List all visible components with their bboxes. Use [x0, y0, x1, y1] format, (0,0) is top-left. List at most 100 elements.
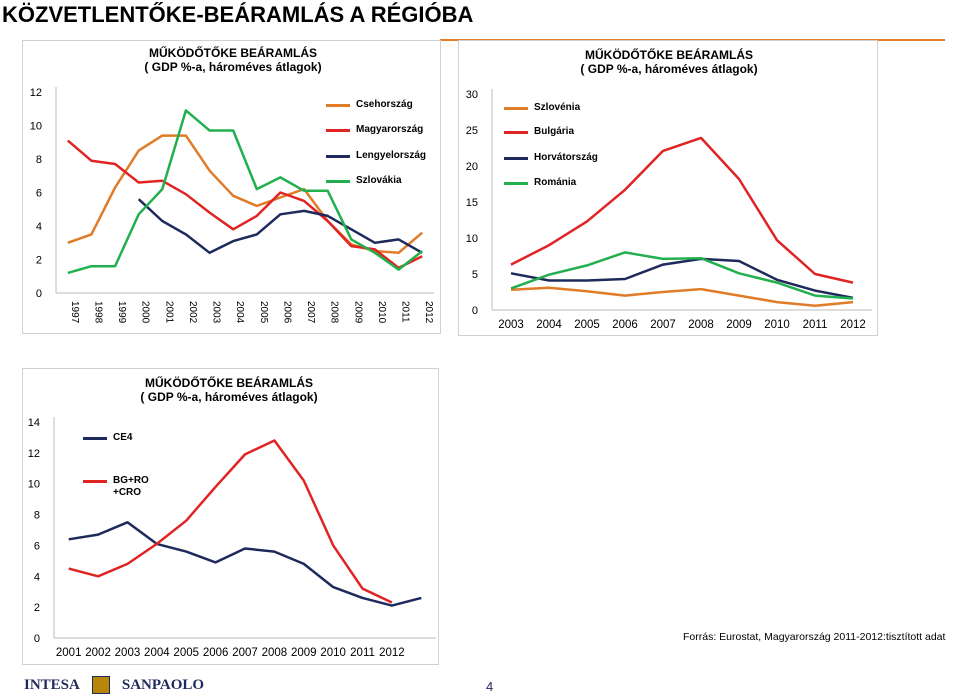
legend-swatch: [326, 180, 350, 183]
legend-label: BG+RO +CRO: [113, 475, 149, 498]
legend-swatch: [83, 480, 107, 483]
legend-swatch: [326, 104, 350, 107]
y-tick-label: 2: [34, 602, 40, 614]
x-tick-label: 1998: [92, 301, 103, 324]
x-tick-label: 2005: [574, 319, 600, 331]
x-tick-label: 1999: [116, 301, 127, 324]
legend-label: Bulgária: [534, 126, 575, 137]
x-tick-label: 2011: [350, 647, 375, 659]
y-tick-label: 10: [466, 233, 478, 245]
y-tick-label: 25: [466, 125, 478, 137]
legend-entry: CE4: [83, 432, 159, 444]
legend-entry: Szlovénia: [504, 102, 614, 114]
logo-icon: [91, 676, 110, 694]
slide-title: KÖZVETLENTŐKE-BEÁRAMLÁS A RÉGIÓBA: [2, 2, 474, 27]
legend-swatch: [504, 131, 528, 134]
x-tick-label: 2006: [281, 301, 292, 324]
legend-swatch: [326, 155, 350, 158]
legend-label: Szlovénia: [534, 102, 581, 113]
page-number: 4: [486, 679, 494, 694]
x-tick-label: 2005: [173, 647, 199, 659]
x-tick-label: 2009: [291, 647, 317, 659]
legend-label: Horvátország: [534, 152, 598, 163]
x-tick-label: 2004: [234, 301, 245, 324]
x-tick-label: 2012: [840, 319, 866, 331]
x-tick-label: 2012: [423, 301, 434, 324]
x-tick-label: 2003: [115, 647, 141, 659]
x-tick-label: 2008: [262, 647, 288, 659]
y-tick-label: 8: [36, 154, 42, 166]
y-tick-label: 20: [466, 161, 478, 173]
chart: MŰKÖDŐTŐKE BEÁRAMLÁS( GDP %-a, hároméves…: [30, 45, 434, 324]
legend-swatch: [83, 437, 107, 440]
series-line: [67, 109, 423, 275]
legend-entry: Magyarország: [326, 124, 436, 136]
y-tick-label: 10: [30, 121, 42, 133]
y-tick-label: 12: [28, 448, 40, 460]
x-tick-label: 2008: [329, 301, 340, 324]
y-tick-label: 12: [30, 87, 42, 99]
y-tick-label: 10: [28, 479, 40, 491]
legend-label: CE4: [113, 432, 133, 443]
y-tick-label: 2: [36, 255, 42, 267]
x-tick-label: 2003: [498, 319, 524, 331]
chart-panel: MŰKÖDŐTŐKE BEÁRAMLÁS( GDP %-a, hároméves…: [458, 40, 878, 336]
legend-swatch: [504, 157, 528, 160]
x-tick-label: 2001: [163, 301, 174, 324]
legend-label: Magyarország: [356, 124, 424, 135]
series-line: [510, 136, 854, 284]
y-tick-label: 14: [28, 417, 40, 429]
legend-swatch: [504, 182, 528, 185]
x-tick-label: 2010: [376, 301, 387, 324]
y-tick-label: 0: [36, 288, 42, 300]
y-tick-label: 0: [34, 633, 40, 645]
chart-subtitle: ( GDP %-a, hároméves átlagok): [144, 60, 321, 74]
legend-entry: Szlovákia: [326, 175, 436, 187]
series-line: [510, 286, 854, 307]
series-line: [68, 439, 393, 604]
x-tick-label: 2003: [211, 301, 222, 324]
logo: INTESA SANPAOLO: [24, 676, 204, 694]
x-tick-label: 2009: [726, 319, 752, 331]
logo-text: INTESA: [24, 676, 80, 693]
x-tick-label: 2004: [144, 647, 170, 659]
x-tick-label: 2004: [536, 319, 562, 331]
legend-swatch: [504, 107, 528, 110]
y-tick-label: 8: [34, 510, 40, 522]
logo-text: SANPAOLO: [121, 676, 205, 693]
chart: MŰKÖDŐTŐKE BEÁRAMLÁS( GDP %-a, hároméves…: [28, 375, 436, 659]
x-tick-label: 2002: [85, 647, 111, 659]
legend-entry: Lengyelország: [326, 150, 436, 162]
x-tick-label: 2007: [232, 647, 258, 659]
chart-title: MŰKÖDŐTŐKE BEÁRAMLÁS: [149, 45, 317, 60]
legend-swatch: [326, 129, 350, 132]
x-tick-label: 2000: [140, 301, 151, 324]
legend-label: Románia: [534, 177, 577, 188]
source-note: Forrás: Eurostat, Magyarország 2011-2012…: [683, 631, 946, 643]
chart-panel: MŰKÖDŐTŐKE BEÁRAMLÁS( GDP %-a, hároméves…: [22, 40, 441, 334]
legend-label: Lengyelország: [356, 150, 427, 161]
chart-panel: MŰKÖDŐTŐKE BEÁRAMLÁS( GDP %-a, hároméves…: [22, 368, 439, 665]
y-tick-label: 6: [36, 188, 42, 200]
x-tick-label: 2011: [400, 301, 411, 323]
x-tick-label: 2010: [320, 647, 346, 659]
chart-title: MŰKÖDŐTŐKE BEÁRAMLÁS: [585, 47, 753, 62]
chart-subtitle: ( GDP %-a, hároméves átlagok): [580, 62, 757, 76]
legend-label: Csehország: [356, 99, 413, 110]
series-line: [510, 251, 854, 300]
legend-entry: BG+RO +CRO: [83, 475, 159, 499]
x-tick-label: 2002: [187, 301, 198, 324]
chart-title: MŰKÖDŐTŐKE BEÁRAMLÁS: [145, 375, 313, 390]
chart-subtitle: ( GDP %-a, hároméves átlagok): [140, 390, 317, 404]
x-tick-label: 2007: [305, 301, 316, 324]
series-line: [66, 139, 423, 270]
y-tick-label: 5: [472, 269, 478, 281]
legend-entry: Horvátország: [504, 152, 614, 164]
x-tick-label: 2009: [352, 301, 363, 324]
x-tick-label: 2005: [258, 301, 269, 324]
y-tick-label: 15: [466, 197, 478, 209]
y-tick-label: 4: [34, 571, 40, 583]
x-tick-label: 2012: [379, 647, 405, 659]
x-tick-label: 1997: [69, 301, 80, 324]
